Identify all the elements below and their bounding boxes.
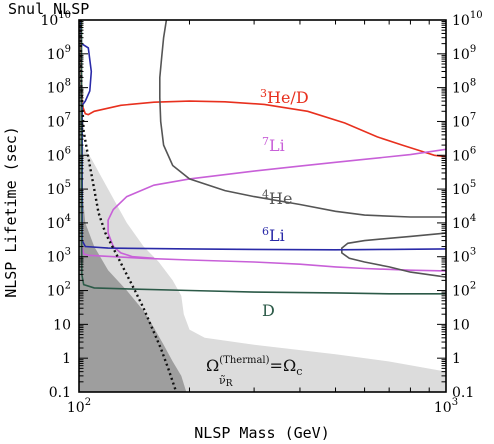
omega-c: c bbox=[296, 365, 302, 378]
y-tick-label-left: 104 bbox=[47, 213, 71, 232]
plot-frame bbox=[78, 19, 447, 393]
region-light bbox=[79, 20, 446, 392]
label-he4: 4He bbox=[262, 188, 292, 208]
omega-superscript: (Thermal) bbox=[219, 355, 269, 366]
y-tick-label-left: 105 bbox=[47, 179, 71, 198]
y-tick-label-right: 109 bbox=[452, 44, 476, 63]
omega-symbol: Ω bbox=[206, 356, 219, 375]
label-li7-pre: 7 bbox=[262, 135, 269, 148]
x-tick-label: 102 bbox=[67, 397, 91, 416]
omega-subsubscript: R bbox=[226, 379, 233, 389]
label-li6-text: Li bbox=[269, 226, 285, 245]
svg-text:7Li: 7Li bbox=[262, 135, 285, 155]
y-tick-label-right: 102 bbox=[452, 281, 476, 300]
axis-ticks bbox=[78, 19, 447, 393]
svg-text:3He/D: 3He/D bbox=[260, 87, 309, 107]
label-he3-pre: 3 bbox=[260, 87, 267, 100]
svg-text:6Li: 6Li bbox=[262, 225, 285, 245]
svg-text:ν̃R: ν̃R bbox=[219, 374, 233, 389]
label-he4-pre: 4 bbox=[262, 188, 269, 201]
y-tick-label-right: 1010 bbox=[452, 10, 483, 29]
series-lines bbox=[79, 20, 446, 295]
dotted-omega-line bbox=[79, 20, 178, 392]
label-li6: 6Li bbox=[262, 225, 285, 245]
label-li6-pre: 6 bbox=[262, 225, 269, 238]
omega-equals: =Ω bbox=[270, 356, 297, 375]
series-li7-3 bbox=[112, 245, 154, 260]
y-tick-label-right: 106 bbox=[452, 145, 476, 164]
y-tick-label-left: 103 bbox=[47, 247, 71, 266]
y-axis-label: NLSP Lifetime (sec) bbox=[2, 126, 20, 298]
shaded-regions bbox=[79, 20, 446, 392]
y-tick-label-right: 108 bbox=[452, 78, 476, 97]
y-tick-label-right: 1 bbox=[452, 351, 461, 367]
label-li7-text: Li bbox=[269, 136, 285, 155]
label-he4-text: He bbox=[269, 189, 292, 208]
series-d-7 bbox=[80, 20, 446, 295]
y-tick-label-left: 1010 bbox=[40, 10, 71, 29]
series-li7-1 bbox=[81, 246, 446, 272]
label-li7: 7Li bbox=[262, 135, 285, 155]
label-he3: 3He/D bbox=[260, 87, 309, 107]
y-tick-label-left: 108 bbox=[47, 78, 71, 97]
y-tick-label-left: 1 bbox=[62, 351, 71, 367]
y-tick-label-left: 106 bbox=[47, 145, 71, 164]
y-tick-label-right: 0.1 bbox=[452, 385, 474, 401]
label-he3-text: He/D bbox=[267, 88, 309, 107]
y-tick-label-left: 109 bbox=[47, 44, 71, 63]
y-tick-label-left: 107 bbox=[47, 111, 71, 130]
chart-title: Snul NLSP bbox=[8, 0, 89, 18]
region-dark bbox=[79, 20, 187, 392]
thermal-boundary bbox=[79, 20, 178, 392]
label-d: D bbox=[262, 301, 275, 320]
series-he4-4 bbox=[159, 20, 446, 218]
y-tick-label-right: 104 bbox=[452, 213, 476, 232]
svg-text:Ω(Thermal)=Ωc: Ω(Thermal)=Ωc bbox=[206, 355, 302, 378]
y-tick-label-left: 102 bbox=[47, 281, 71, 300]
series-he3-0 bbox=[80, 20, 446, 158]
y-tick-label-right: 10 bbox=[452, 317, 470, 333]
omega-subscript: ν̃ bbox=[219, 374, 226, 387]
y-tick-label-left: 10 bbox=[53, 317, 71, 333]
y-tick-label-right: 105 bbox=[452, 179, 476, 198]
label-omega: Ω(Thermal)=Ωc ν̃R bbox=[206, 355, 302, 389]
x-axis-label: NLSP Mass (GeV) bbox=[194, 424, 329, 442]
y-tick-label-right: 103 bbox=[452, 247, 476, 266]
x-tick-label: 103 bbox=[434, 397, 458, 416]
y-tick-label-left: 0.1 bbox=[49, 385, 71, 401]
y-tick-label-right: 107 bbox=[452, 111, 476, 130]
svg-text:4He: 4He bbox=[262, 188, 292, 208]
